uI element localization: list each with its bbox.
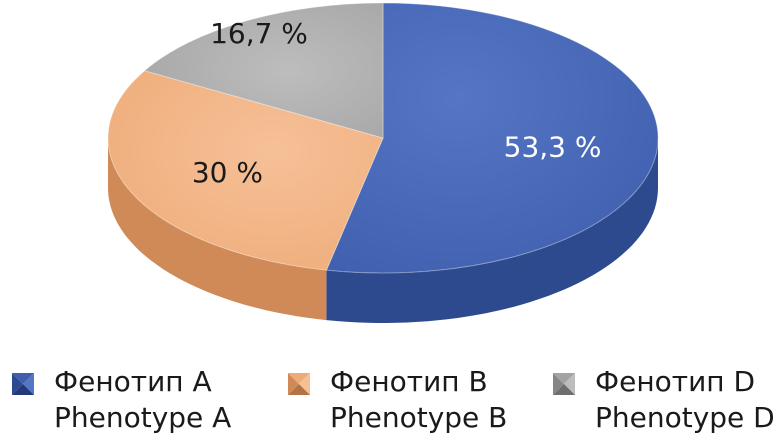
pie-slice-b <box>107 70 384 271</box>
pie-sides <box>108 138 658 323</box>
legend-label-ru-d: Фенотип D <box>595 365 756 398</box>
legend-label-ru-b: Фенотип B <box>330 365 488 398</box>
pie-label-a: 53,3 % <box>504 131 602 164</box>
pie-side-a <box>326 138 658 323</box>
pie-label-d: 16,7 % <box>210 17 308 50</box>
pie-slice-d <box>143 2 384 139</box>
legend-label-en-d: Phenotype D <box>595 401 775 434</box>
legend-item-a: Фенотип A Phenotype A <box>12 364 232 436</box>
legend-label-en-b: Phenotype B <box>330 401 508 434</box>
pie-slice-a <box>325 2 659 274</box>
pie-label-b: 30 % <box>192 156 263 189</box>
legend-label-ru-a: Фенотип A <box>54 365 212 398</box>
legend-item-b: Фенотип B Phenotype B <box>288 364 508 436</box>
legend-item-d: Фенотип D Phenotype D <box>553 364 775 436</box>
pie-side-b <box>108 138 327 321</box>
legend-swatch-a <box>12 373 34 395</box>
legend-swatch-d <box>553 373 575 395</box>
pie-labels: 53,3 % 30 % 16,7 % <box>192 17 602 189</box>
pie-tops <box>107 2 659 274</box>
legend-swatch-b <box>288 373 310 395</box>
legend-label-en-a: Phenotype A <box>54 401 232 434</box>
pie-chart: 53,3 % 30 % 16,7 % <box>107 2 659 323</box>
